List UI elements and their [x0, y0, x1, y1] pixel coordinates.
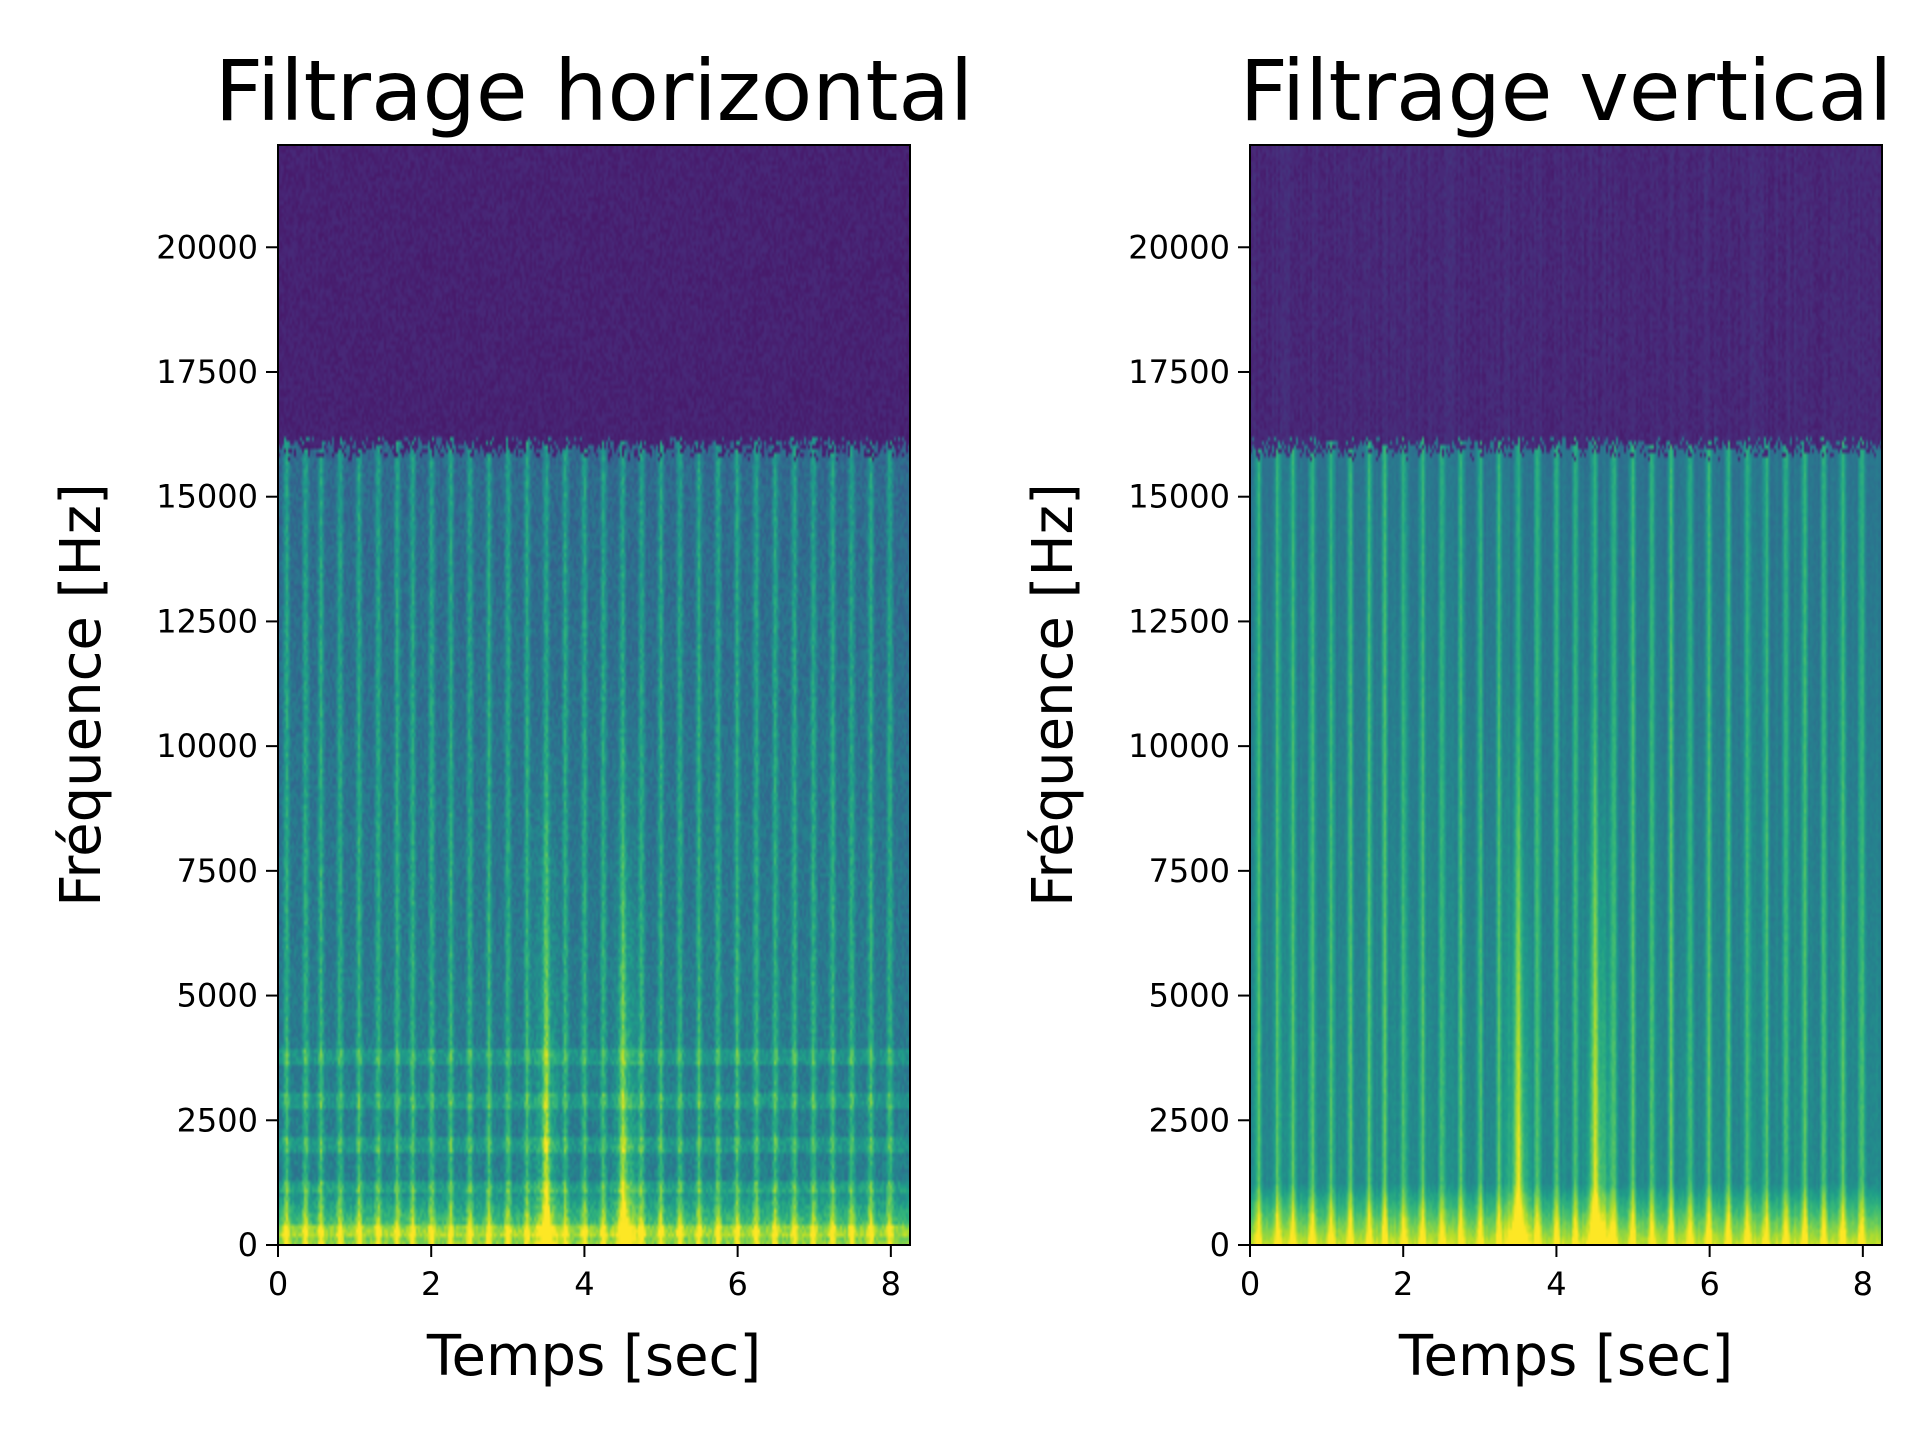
y-axis-label: Fréquence [Hz] [49, 483, 114, 907]
x-tick-label: 2 [421, 1265, 441, 1303]
y-tick-label: 10000 [1128, 727, 1230, 765]
y-tick-label: 2500 [177, 1101, 258, 1139]
spectrogram-panel-2: 0 2 4 6 8 0 2500 5000 7500 10000 12500 15000 17500 20… [1021, 42, 1892, 1389]
x-tick-label: 8 [881, 1265, 901, 1303]
chart-title: Filtrage horizontal [215, 42, 974, 140]
y-tick-label: 15000 [156, 478, 258, 516]
x-tick-label: 0 [268, 1265, 288, 1303]
x-tick-label: 0 [1240, 1265, 1260, 1303]
spectrogram-panel-1: 0 2 4 6 8 0 2500 5000 7500 10000 12500 15000 17500 20… [49, 42, 973, 1389]
spectrogram-image [1250, 145, 1882, 1245]
y-tick-label: 0 [238, 1226, 258, 1264]
y-tick-label: 7500 [1149, 852, 1230, 890]
y-tick-label: 12500 [1128, 602, 1230, 640]
spectrogram-image [278, 145, 910, 1245]
y-tick-label: 10000 [156, 727, 258, 765]
x-tick-label: 8 [1853, 1265, 1873, 1303]
y-tick-label: 15000 [1128, 478, 1230, 516]
x-axis-label: Temps [sec] [1398, 1324, 1733, 1389]
chart-title: Filtrage vertical [1240, 42, 1893, 140]
x-tick-label: 4 [1546, 1265, 1566, 1303]
y-axis-label: Fréquence [Hz] [1021, 483, 1086, 907]
y-tick-label: 17500 [156, 353, 258, 391]
x-tick-label: 6 [1699, 1265, 1719, 1303]
y-tick-label: 7500 [177, 852, 258, 890]
y-tick-label: 17500 [1128, 353, 1230, 391]
y-tick-label: 20000 [156, 228, 258, 266]
plot-frame [1249, 144, 1883, 1246]
x-tick-label: 2 [1393, 1265, 1413, 1303]
y-tick-label: 12500 [156, 602, 258, 640]
x-tick-label: 6 [727, 1265, 747, 1303]
x-tick-label: 4 [574, 1265, 594, 1303]
y-tick-label: 5000 [1149, 977, 1230, 1015]
y-tick-label: 5000 [177, 977, 258, 1015]
y-tick-label: 0 [1210, 1226, 1230, 1264]
plot-frame [277, 144, 911, 1246]
y-tick-label: 20000 [1128, 228, 1230, 266]
x-axis-label: Temps [sec] [426, 1324, 761, 1389]
y-tick-label: 2500 [1149, 1101, 1230, 1139]
